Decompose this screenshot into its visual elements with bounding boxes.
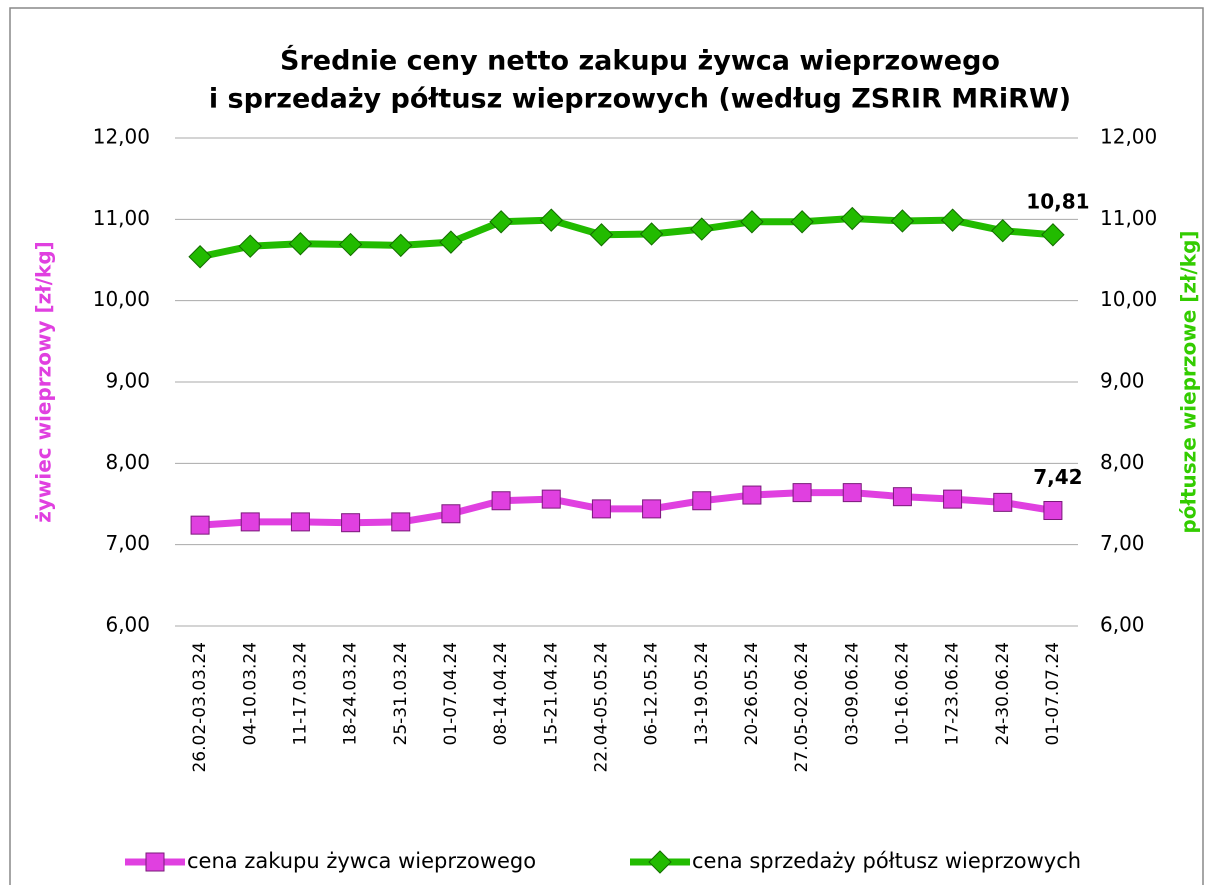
y-tick-label: 6,00 — [105, 613, 150, 637]
y-axis-title: żywiec wieprzowy [zł/kg] — [32, 241, 56, 523]
x-tick-label: 13-19.05.24 — [692, 642, 712, 745]
x-tick-label: 26.02-03.03.24 — [190, 642, 210, 773]
x-tick-label: 06-12.05.24 — [642, 642, 662, 745]
y-tick-label: 7,00 — [105, 531, 150, 555]
y2-tick-label: 8,00 — [1100, 450, 1145, 474]
y2-tick-label: 9,00 — [1100, 369, 1145, 393]
marker — [1043, 501, 1063, 521]
x-tick-label: 03-09.06.24 — [842, 642, 862, 745]
marker — [491, 491, 511, 511]
x-tick-label: 24-30.06.24 — [993, 642, 1013, 745]
marker — [190, 515, 210, 535]
marker — [391, 512, 411, 532]
marker — [441, 504, 461, 524]
y-tick-label: 12,00 — [93, 125, 150, 149]
y-tick-label: 10,00 — [93, 287, 150, 311]
x-tick-label: 27.05-02.06.24 — [792, 642, 812, 773]
y-tick-label: 8,00 — [105, 450, 150, 474]
marker — [639, 222, 664, 246]
marker — [993, 492, 1013, 512]
y2-tick-label: 10,00 — [1100, 287, 1157, 311]
marker — [240, 512, 260, 532]
marker — [539, 208, 563, 232]
marker — [890, 209, 915, 233]
x-tick-label: 04-10.03.24 — [240, 642, 260, 745]
chart-subtitle: i sprzedaży półtusz wieprzowych (według … — [209, 84, 1071, 115]
marker — [790, 210, 814, 234]
x-tick-label: 25-31.03.24 — [391, 642, 411, 745]
legend-symbol — [145, 852, 165, 872]
x-tick-label: 11-17.03.24 — [290, 642, 310, 745]
y2-tick-label: 6,00 — [1100, 613, 1145, 637]
x-tick-label: 17-23.06.24 — [943, 642, 963, 745]
legend-marker — [145, 852, 165, 872]
marker — [489, 210, 513, 234]
marker — [341, 513, 361, 533]
data-label: 7,42 — [1033, 465, 1082, 489]
legend-symbol — [648, 850, 672, 874]
marker — [792, 483, 812, 503]
x-tick-label: 18-24.03.24 — [341, 642, 361, 745]
x-tick-label: 01-07.07.24 — [1043, 642, 1063, 745]
y-tick-label: 11,00 — [93, 206, 150, 230]
marker — [188, 245, 212, 269]
legend-label: cena sprzedaży półtusz wieprzowych — [692, 849, 1081, 873]
y2-tick-label: 7,00 — [1100, 531, 1145, 555]
x-tick-label: 20-26.05.24 — [742, 642, 762, 745]
y2-tick-label: 12,00 — [1100, 125, 1157, 149]
x-tick-label: 08-14.04.24 — [491, 642, 511, 745]
marker — [290, 512, 310, 532]
marker — [892, 487, 912, 507]
marker — [690, 217, 714, 241]
x-tick-label: 15-21.04.24 — [541, 642, 561, 745]
marker — [541, 489, 561, 509]
chart-title: Średnie ceny netto zakupu żywca wieprzow… — [280, 45, 1000, 77]
legend-marker — [648, 850, 672, 874]
marker — [589, 223, 614, 247]
x-tick-label: 01-07.04.24 — [441, 642, 461, 745]
marker — [742, 485, 762, 505]
x-tick-label: 22.04-05.05.24 — [591, 642, 611, 773]
marker — [338, 232, 363, 257]
legend-label: cena zakupu żywca wieprzowego — [187, 849, 536, 873]
marker — [692, 491, 712, 511]
marker — [991, 219, 1015, 243]
y2-axis-title: półtusze wieprzowe [zł/kg] — [1177, 230, 1201, 533]
marker — [840, 206, 864, 231]
marker — [940, 208, 965, 232]
marker — [591, 499, 611, 519]
marker — [842, 483, 862, 503]
y2-tick-label: 11,00 — [1100, 206, 1157, 230]
chart-frame — [9, 7, 1204, 889]
x-tick-label: 10-16.06.24 — [892, 642, 912, 745]
marker — [943, 489, 963, 509]
y-tick-label: 9,00 — [105, 369, 150, 393]
marker — [642, 499, 662, 519]
marker — [389, 233, 413, 258]
marker — [288, 232, 313, 256]
marker — [740, 210, 764, 234]
marker — [238, 234, 262, 258]
data-label: 10,81 — [1026, 189, 1089, 213]
marker — [1041, 223, 1065, 247]
marker — [439, 230, 463, 254]
